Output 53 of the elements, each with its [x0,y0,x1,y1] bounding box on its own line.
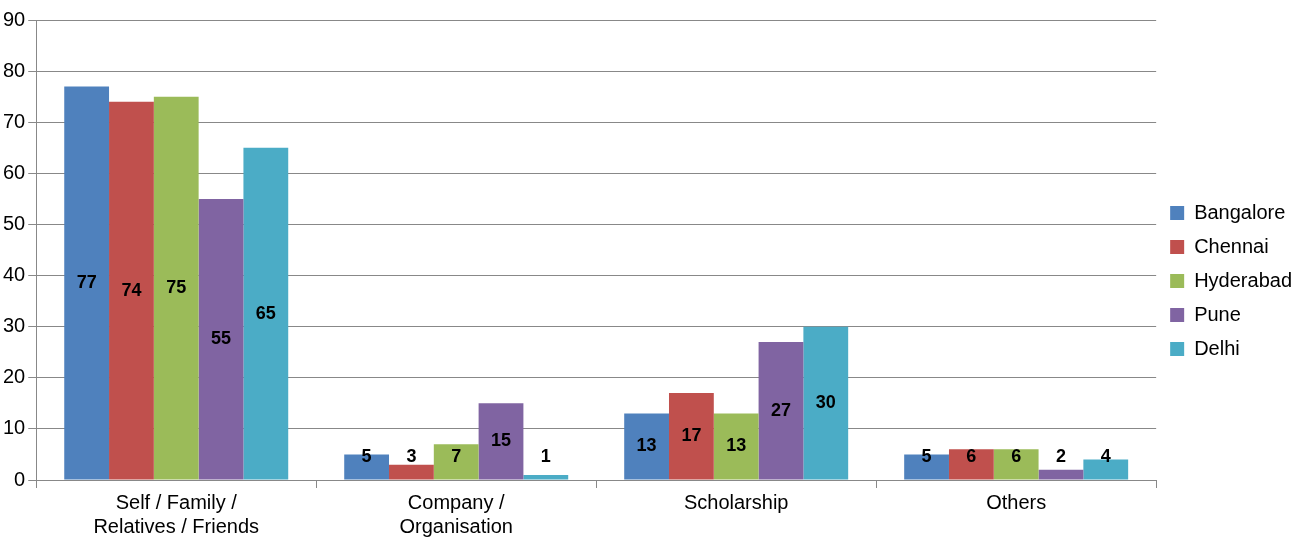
data-label: 3 [406,446,417,467]
x-tick-label: Company / Organisation [399,490,513,537]
data-label: 74 [121,279,142,300]
data-label: 6 [966,446,977,467]
data-label: 17 [681,425,702,446]
data-label: 75 [166,277,187,298]
y-tick-label: 40 [3,263,26,286]
bar [669,393,714,480]
legend-label: Bangalore [1194,200,1286,223]
data-label: 2 [1055,446,1066,467]
x-tick-label: Others [986,490,1047,513]
bar [433,444,479,480]
bar [109,101,154,480]
bar [713,413,759,480]
y-tick-label: 60 [3,160,26,183]
data-label: 77 [76,271,97,292]
legend-label: Hyderabad [1194,268,1292,291]
y-tick-label: 10 [3,416,26,439]
legend-label: Pune [1194,302,1241,325]
x-tick-label: Self / Family / Relatives / Friends [93,490,260,537]
legend-label: Chennai [1194,234,1269,257]
bar [389,464,434,480]
y-tick-label: 0 [14,467,26,490]
bar [478,403,524,480]
bar [198,198,244,480]
data-label: 7 [451,446,462,467]
data-label: 27 [770,399,791,420]
bar [803,326,849,480]
bar [948,449,994,480]
y-tick-label: 20 [3,365,26,388]
data-label: 13 [726,435,747,456]
data-label: 13 [636,435,657,456]
data-label: 65 [255,302,276,323]
bar [523,474,569,480]
y-tick-label: 50 [3,211,26,234]
bar [243,147,289,480]
bar [624,413,669,480]
bar [993,449,1039,480]
data-label: 15 [490,430,512,451]
data-label: 30 [815,392,836,413]
y-tick-label: 30 [3,314,26,337]
bar [1038,469,1084,480]
data-label: 6 [1011,446,1022,467]
bar [758,342,804,480]
y-tick-label: 90 [3,7,26,30]
data-label: 1 [540,446,551,467]
bar [153,96,199,480]
y-tick-label: 70 [3,109,26,132]
legend-label: Delhi [1194,336,1240,359]
y-tick-label: 80 [3,58,26,81]
x-tick-label: Scholarship [683,490,789,513]
bar [64,86,110,480]
data-label: 55 [211,328,232,349]
